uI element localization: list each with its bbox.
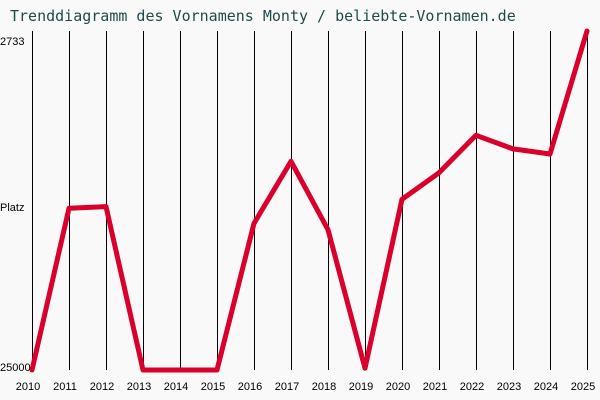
vertical-gridlines: [32, 31, 588, 370]
x-tick-label: 2025: [570, 381, 596, 393]
y-axis-bottom-label: 25000: [0, 362, 31, 374]
x-tick-label: 2018: [311, 381, 337, 393]
trend-line: [29, 28, 590, 373]
x-tick-label: 2020: [385, 381, 411, 393]
x-tick-label: 2019: [348, 381, 374, 393]
x-tick-label: 2024: [533, 381, 559, 393]
x-tick-label: 2023: [496, 381, 522, 393]
x-tick-label: 2010: [15, 381, 41, 393]
y-axis-title: Platz: [0, 202, 25, 214]
x-tick-label: 2013: [126, 381, 152, 393]
x-tick-label: 2017: [274, 381, 300, 393]
x-tick-label: 2021: [422, 381, 448, 393]
x-tick-label: 2014: [163, 381, 189, 393]
x-tick-label: 2015: [200, 381, 226, 393]
y-axis-top-label: 2733: [0, 36, 25, 48]
x-tick-label: 2011: [53, 381, 77, 393]
x-tick-label: 2012: [89, 381, 115, 393]
x-tick-label: 2022: [459, 381, 485, 393]
x-tick-label: 2016: [237, 381, 263, 393]
chart-title: Trenddiagramm des Vornamens Monty / beli…: [10, 7, 516, 25]
